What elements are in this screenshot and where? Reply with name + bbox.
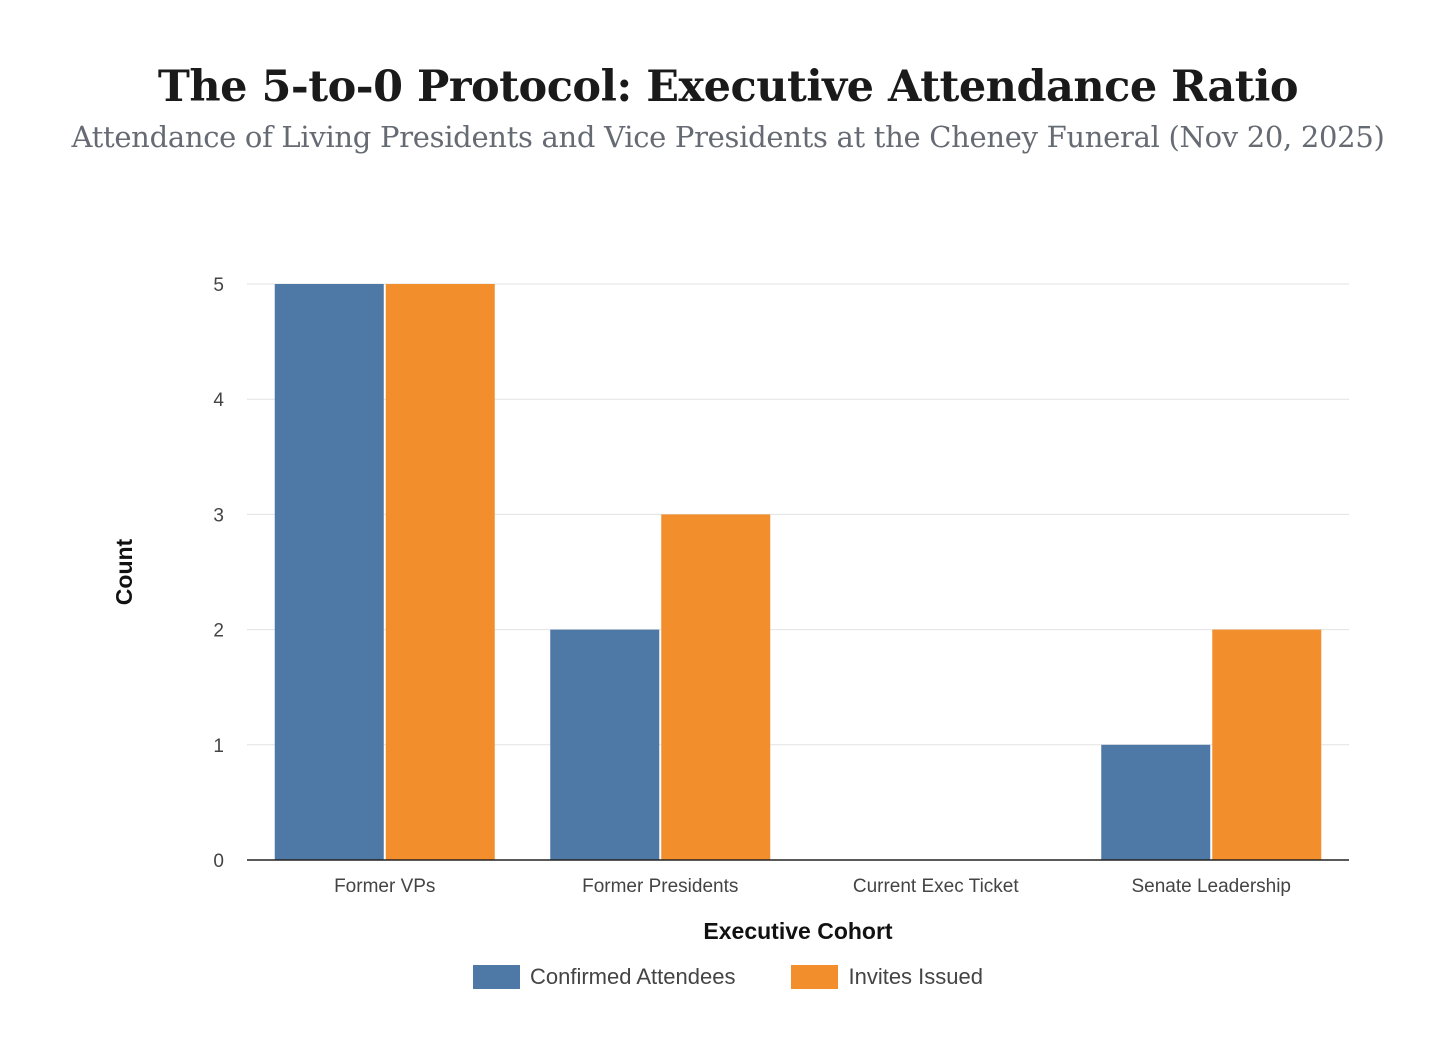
legend-item-invites[interactable]: Invites Issued xyxy=(791,964,983,990)
y-tick-label: 4 xyxy=(213,390,224,411)
bar-confirmed[interactable] xyxy=(274,284,384,860)
y-axis-label: Count xyxy=(111,538,137,605)
x-tick-label: Senate Leadership xyxy=(1131,876,1291,897)
x-tick-label: Former VPs xyxy=(334,876,435,897)
chart-subtitle: Attendance of Living Presidents and Vice… xyxy=(71,120,1385,154)
x-axis-label: Executive Cohort xyxy=(703,918,892,944)
y-tick-label: 3 xyxy=(213,505,224,526)
legend-swatch-confirmed xyxy=(473,965,520,989)
bar-confirmed[interactable] xyxy=(1101,744,1211,860)
bar-invites[interactable] xyxy=(661,514,771,860)
y-tick-label: 0 xyxy=(213,851,224,872)
x-tick-label: Former Presidents xyxy=(582,876,738,897)
x-tick-label: Current Exec Ticket xyxy=(853,876,1019,897)
legend-swatch-invites xyxy=(791,965,839,989)
y-tick-label: 1 xyxy=(213,736,224,757)
y-tick-label: 2 xyxy=(213,621,224,642)
legend-label-invites: Invites Issued xyxy=(848,964,983,989)
legend-item-confirmed[interactable]: Confirmed Attendees xyxy=(473,964,735,990)
bar-confirmed[interactable] xyxy=(550,629,660,860)
y-tick-label: 5 xyxy=(213,275,224,296)
bar-invites[interactable] xyxy=(385,284,495,860)
bar-invites[interactable] xyxy=(1212,629,1322,860)
legend: Confirmed Attendees Invites Issued xyxy=(0,964,1456,990)
chart-title: The 5-to-0 Protocol: Executive Attendanc… xyxy=(157,62,1299,112)
legend-label-confirmed: Confirmed Attendees xyxy=(530,964,736,989)
